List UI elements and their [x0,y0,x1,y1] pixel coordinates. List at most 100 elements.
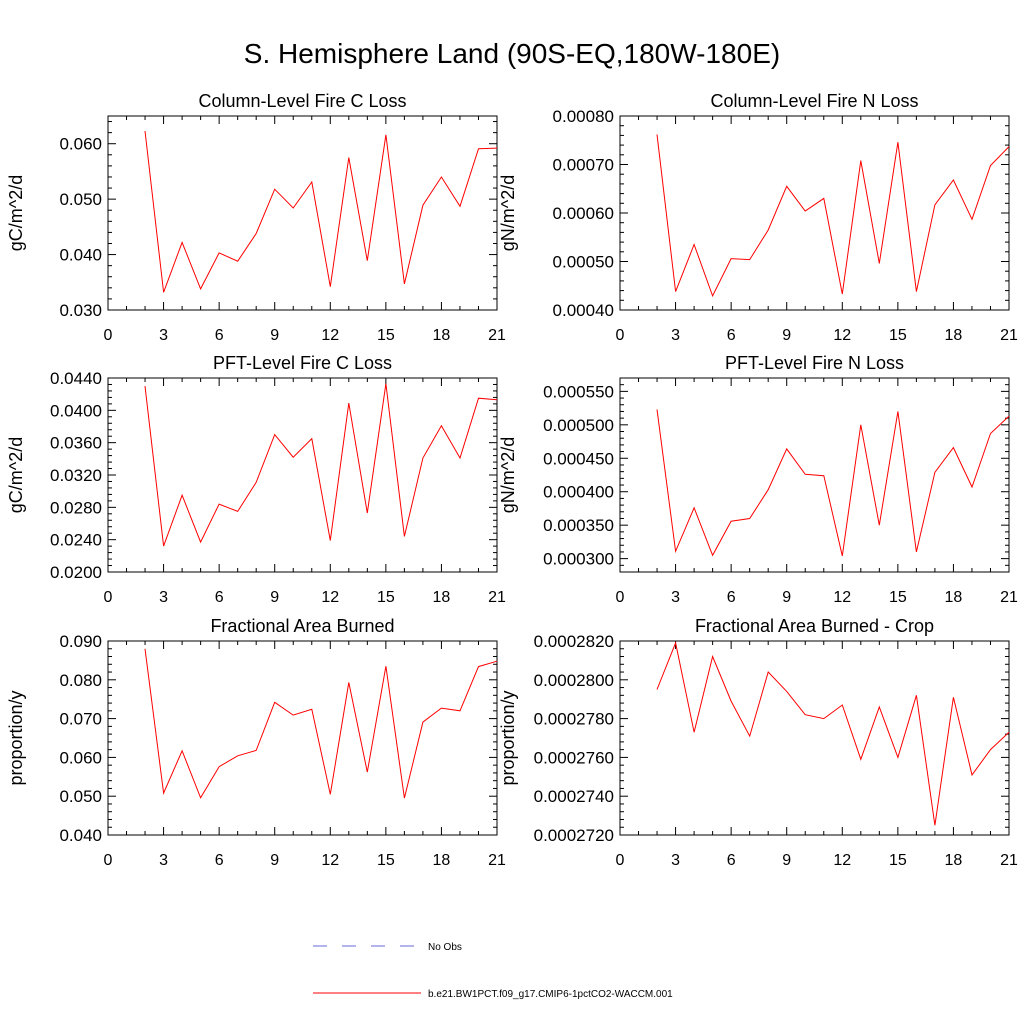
panel-title: Column-Level Fire C Loss [198,91,406,111]
figure-title: S. Hemisphere Land (90S-EQ,180W-180E) [243,38,781,69]
chart-panel-3: 0 3 6 9 12 15 18 21 0.0200 0.0240 0.0280 0.0320 0.03… [6,353,506,606]
y-tick-label: 0.040 [59,826,102,845]
y-tick-label: 0.0320 [50,466,102,485]
legend-item: No Obs [313,942,462,953]
x-tick-label: 15 [377,589,395,606]
x-tick-label: 9 [270,327,279,344]
y-axis-label: gN/m^2/d [498,437,518,513]
x-tick-label: 15 [377,852,395,869]
x-tick-label: 3 [671,852,680,869]
panel-title: Fractional Area Burned - Crop [695,616,934,636]
series-line [144,648,498,799]
x-tick-label: 6 [727,589,736,606]
panel-title: PFT-Level Fire N Loss [725,353,904,373]
panel-title: Column-Level Fire N Loss [710,91,918,111]
y-tick-label: 0.050 [59,787,102,806]
y-tick-label: 0.060 [59,135,102,154]
x-tick-label: 18 [433,589,451,606]
x-tick-label: 12 [833,852,851,869]
x-tick-label: 18 [433,852,451,869]
series-line [656,134,1010,298]
x-tick-label: 9 [270,589,279,606]
y-axis-label: proportion/y [6,690,26,785]
y-tick-label: 0.0002760 [534,748,614,767]
x-tick-label: 12 [833,327,851,344]
x-tick-label: 15 [377,327,395,344]
x-tick-label: 0 [616,327,625,344]
series-line [144,130,498,293]
y-tick-label: 0.000550 [543,382,614,401]
x-tick-label: 0 [104,589,113,606]
plot-frame [107,640,498,836]
y-tick-label: 0.00070 [553,156,614,175]
x-tick-label: 9 [270,852,279,869]
chart-panels: 0 3 6 9 12 15 18 21 0.030 0.040 0.050 0.060 Column-L… [6,91,1018,869]
y-tick-label: 0.0240 [50,531,102,550]
y-tick-label: 0.030 [59,301,102,320]
y-tick-label: 0.00060 [553,204,614,223]
y-tick-label: 0.0400 [50,401,102,420]
x-tick-label: 21 [488,327,506,344]
legend-item: b.e21.BW1PCT.f09_g17.CMIP6-1pctCO2-WACCM… [313,989,673,1000]
x-tick-label: 0 [104,327,113,344]
y-axis-label: gC/m^2/d [6,175,26,251]
x-tick-label: 6 [215,327,224,344]
y-tick-label: 0.000350 [543,516,614,535]
x-tick-label: 6 [215,589,224,606]
x-tick-label: 0 [616,589,625,606]
x-tick-label: 3 [671,589,680,606]
chart-panel-1: 0 3 6 9 12 15 18 21 0.030 0.040 0.050 0.060 Column-L… [6,91,506,344]
x-tick-label: 12 [321,852,339,869]
y-tick-label: 0.0002780 [534,710,614,729]
y-tick-label: 0.00080 [553,107,614,126]
x-tick-label: 15 [889,852,907,869]
y-tick-label: 0.00050 [553,253,614,272]
y-tick-label: 0.0002720 [534,826,614,845]
y-tick-label: 0.0200 [50,563,102,582]
y-tick-label: 0.0280 [50,498,102,517]
y-tick-label: 0.040 [59,246,102,265]
y-tick-label: 0.000300 [543,550,614,569]
y-tick-label: 0.060 [59,748,102,767]
x-tick-label: 15 [889,589,907,606]
x-tick-label: 0 [104,852,113,869]
x-tick-label: 18 [433,327,451,344]
plot-frame [107,115,498,311]
x-tick-label: 6 [215,852,224,869]
x-tick-label: 21 [1000,589,1018,606]
x-tick-label: 6 [727,852,736,869]
x-tick-label: 12 [321,327,339,344]
y-axis-label: gN/m^2/d [498,175,518,251]
chart-panel-5: 0 3 6 9 12 15 18 21 0.040 0.050 0.060 0.070 0.080 0.0… [6,616,506,869]
x-tick-label: 21 [1000,852,1018,869]
x-tick-label: 3 [159,589,168,606]
y-tick-label: 0.050 [59,190,102,209]
x-tick-label: 12 [833,589,851,606]
x-tick-label: 18 [945,852,963,869]
panel-title: PFT-Level Fire C Loss [213,353,392,373]
legend-label: No Obs [428,942,462,953]
legend-label: b.e21.BW1PCT.f09_g17.CMIP6-1pctCO2-WACCM… [428,989,673,1000]
x-tick-label: 9 [782,327,791,344]
plot-frame [619,377,1010,573]
panel-title: Fractional Area Burned [210,616,394,636]
x-tick-label: 6 [727,327,736,344]
x-tick-label: 3 [671,327,680,344]
x-tick-label: 15 [889,327,907,344]
x-tick-label: 18 [945,327,963,344]
series-line [656,409,1010,557]
x-tick-label: 21 [1000,327,1018,344]
y-tick-label: 0.000500 [543,416,614,435]
x-tick-label: 12 [321,589,339,606]
y-tick-label: 0.0002800 [534,671,614,690]
y-tick-label: 0.0440 [50,369,102,388]
x-tick-label: 3 [159,327,168,344]
y-tick-label: 0.0002740 [534,787,614,806]
plot-frame [619,115,1010,311]
y-tick-label: 0.080 [59,671,102,690]
y-tick-label: 0.000400 [543,483,614,502]
x-tick-label: 18 [945,589,963,606]
x-tick-label: 9 [782,852,791,869]
y-tick-label: 0.0360 [50,434,102,453]
